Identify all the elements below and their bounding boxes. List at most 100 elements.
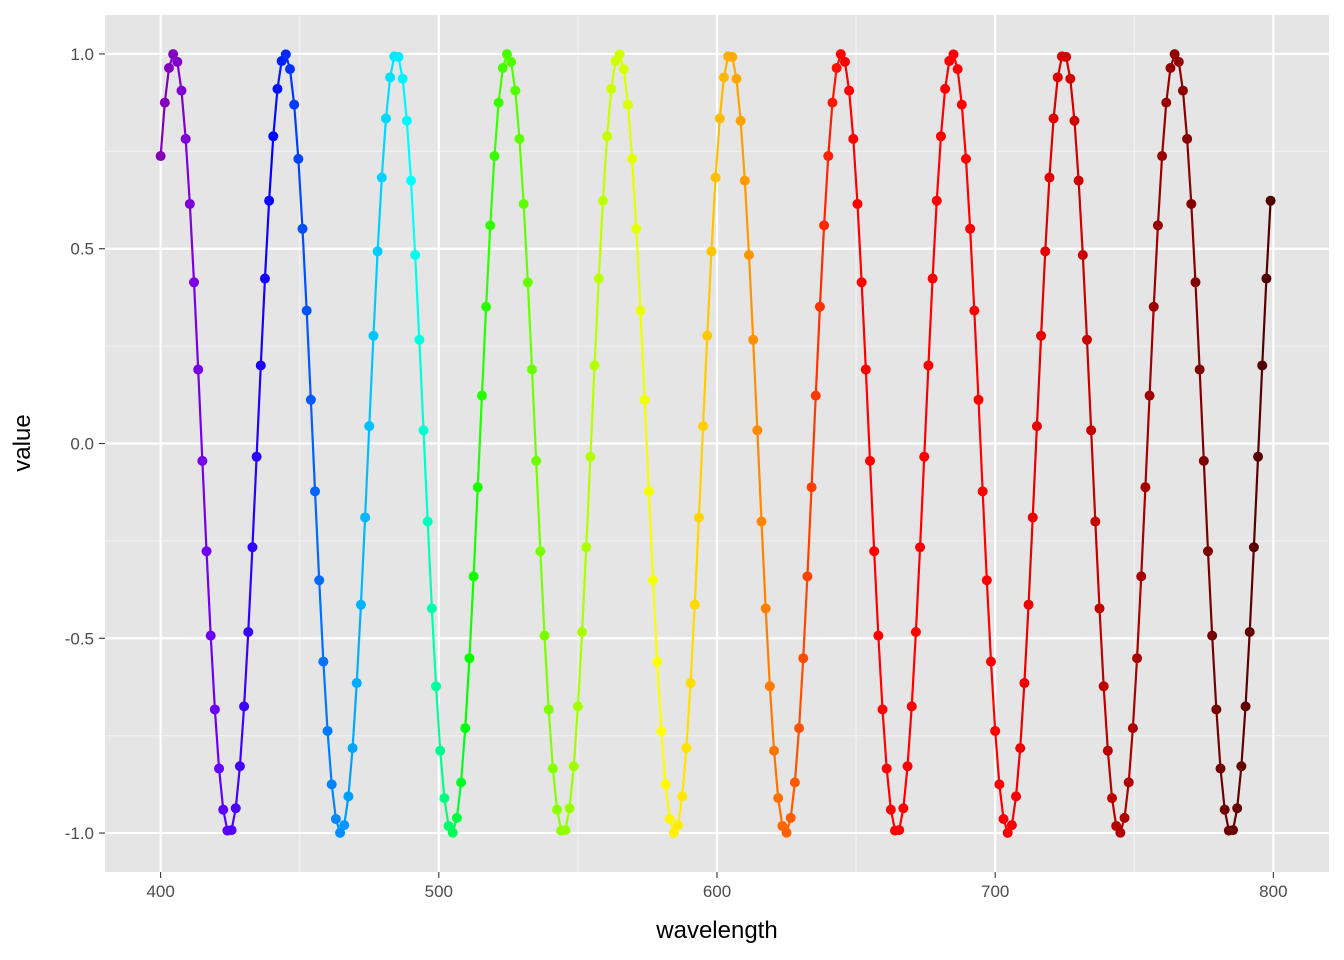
series-segment bbox=[631, 157, 638, 230]
series-segment bbox=[918, 455, 926, 549]
data-point bbox=[1077, 249, 1088, 260]
data-point bbox=[155, 151, 166, 162]
series-segment bbox=[376, 176, 383, 253]
data-point bbox=[497, 63, 508, 74]
series-segment bbox=[931, 199, 938, 280]
data-point bbox=[1219, 804, 1230, 815]
series-segment bbox=[706, 250, 713, 337]
series-segment bbox=[1073, 119, 1080, 182]
series-segment bbox=[259, 277, 267, 367]
data-point bbox=[639, 394, 650, 405]
data-point bbox=[184, 198, 195, 209]
series-segment bbox=[1144, 394, 1151, 489]
data-point bbox=[1081, 334, 1092, 345]
data-point bbox=[668, 827, 679, 838]
data-point bbox=[406, 175, 416, 186]
series-segment bbox=[1039, 250, 1047, 337]
series-segment bbox=[660, 729, 667, 786]
series-segment bbox=[956, 68, 963, 106]
series-segment bbox=[681, 747, 688, 798]
series-segment bbox=[347, 747, 354, 798]
series-segment bbox=[1240, 705, 1247, 768]
data-point bbox=[447, 827, 458, 838]
series-segment bbox=[1165, 66, 1172, 104]
data-point bbox=[873, 630, 884, 641]
data-point bbox=[673, 820, 684, 831]
series-segment bbox=[743, 179, 751, 257]
series-segment bbox=[606, 87, 613, 138]
series-segment bbox=[873, 550, 880, 637]
data-point bbox=[622, 99, 633, 110]
data-point bbox=[1115, 827, 1126, 838]
data-point bbox=[518, 198, 529, 209]
series-segment bbox=[326, 729, 333, 786]
series-segment bbox=[380, 117, 388, 179]
data-point bbox=[852, 198, 863, 209]
series-segment bbox=[1211, 634, 1218, 711]
series-segment bbox=[1190, 202, 1197, 284]
series-segment bbox=[272, 87, 279, 138]
series-segment bbox=[1152, 224, 1160, 308]
data-point bbox=[414, 334, 425, 345]
data-point bbox=[735, 115, 746, 126]
series-segment bbox=[1181, 89, 1189, 140]
series-segment bbox=[1160, 101, 1168, 158]
data-point bbox=[301, 305, 312, 316]
data-point bbox=[1094, 603, 1105, 614]
data-point bbox=[247, 542, 258, 553]
series-segment bbox=[468, 575, 475, 660]
data-point bbox=[743, 249, 754, 260]
data-point bbox=[956, 99, 967, 110]
data-point bbox=[597, 195, 608, 206]
series-segment bbox=[535, 459, 542, 553]
data-point bbox=[739, 175, 750, 186]
data-point bbox=[1019, 678, 1030, 689]
series-segment bbox=[885, 767, 892, 811]
series-segment bbox=[384, 76, 392, 120]
series-segment bbox=[414, 253, 421, 341]
data-point bbox=[898, 803, 909, 814]
series-segment bbox=[247, 546, 254, 634]
series-segment bbox=[701, 334, 709, 428]
data-point bbox=[297, 223, 308, 234]
series-segment bbox=[697, 425, 705, 519]
series-segment bbox=[526, 281, 534, 371]
series-segment bbox=[188, 202, 196, 284]
data-point bbox=[919, 451, 930, 462]
series-segment bbox=[860, 281, 867, 371]
series-segment bbox=[1148, 305, 1155, 397]
data-point bbox=[1073, 175, 1084, 186]
series-segment bbox=[714, 117, 721, 179]
series-segment bbox=[201, 459, 208, 553]
series-segment bbox=[359, 516, 367, 606]
data-point bbox=[848, 133, 859, 144]
series-segment bbox=[1035, 334, 1043, 428]
data-point bbox=[368, 330, 379, 341]
data-point bbox=[827, 97, 838, 108]
series-segment bbox=[242, 630, 250, 708]
data-point bbox=[618, 64, 629, 75]
data-point bbox=[539, 630, 550, 641]
series-segment bbox=[601, 135, 609, 202]
data-point bbox=[1211, 704, 1222, 715]
series-segment bbox=[881, 708, 888, 770]
data-point bbox=[543, 704, 554, 715]
data-point bbox=[773, 793, 784, 804]
series-segment bbox=[848, 89, 855, 140]
data-point bbox=[514, 133, 525, 144]
series-segment bbox=[1094, 520, 1101, 610]
series-segment bbox=[1077, 179, 1084, 257]
series-segment bbox=[572, 705, 580, 768]
data-point bbox=[272, 83, 283, 94]
data-point bbox=[806, 482, 817, 493]
series-segment bbox=[639, 309, 646, 401]
series-segment bbox=[268, 135, 275, 202]
data-point bbox=[431, 681, 442, 692]
data-point bbox=[685, 678, 696, 689]
data-point bbox=[284, 64, 295, 75]
series-segment bbox=[735, 77, 742, 122]
data-point bbox=[552, 804, 563, 815]
series-segment bbox=[1244, 630, 1251, 708]
data-point bbox=[965, 223, 976, 234]
